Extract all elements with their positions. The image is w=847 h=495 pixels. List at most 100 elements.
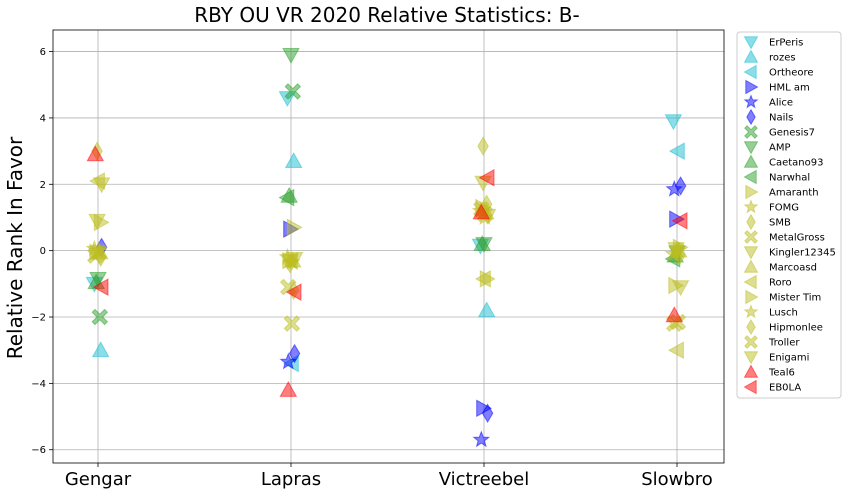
legend-marker [743,364,759,378]
data-point [284,83,302,100]
data-point [671,211,688,230]
legend-label: Narwhal [769,173,810,184]
legend-label: Marcoasd [769,263,817,274]
grid [53,30,724,463]
legend-marker [743,94,759,109]
legend-label: Nails [769,113,793,124]
data-point [278,188,295,207]
x-category-label: Slowbro [641,469,713,490]
legend-marker [743,169,757,185]
legend-label: Mister Tim [769,293,821,304]
legend-marker [743,304,759,319]
legend-marker [746,108,756,126]
y-axis-label: Relative Rank In Favor [3,136,27,359]
legend-label: Kingler12345 [769,248,836,259]
legend-marker [745,184,759,200]
legend-label: Genesis7 [769,128,815,139]
data-point [279,380,298,397]
data-point [91,341,110,358]
x-category-label: Lapras [261,469,321,490]
legend-label: Troller [768,338,800,349]
legend-label: rozes [769,53,796,64]
legend-marker [744,125,758,139]
data-point [91,308,109,326]
data-point [668,142,685,160]
legend-label: AMP [769,143,791,154]
x-category-label: Gengar [65,469,132,490]
y-tick-label: −4 [31,379,46,390]
data-point [664,114,683,131]
data-point [86,145,105,162]
chart-title: RBY OU VR 2020 Relative Statistics: B- [194,3,580,27]
legend-label: Roro [769,278,792,289]
legend-marker [744,335,758,349]
data-point [285,283,302,301]
data-point [284,152,303,168]
legend-label: HML am [769,83,810,94]
y-tick-label: 2 [40,180,46,191]
data-point [667,341,684,360]
data-point [481,403,494,423]
data-point [472,430,491,448]
data-point [477,136,489,156]
legend-label: MetalGross [769,233,825,244]
legend-label: Amaranth [769,188,819,199]
legend-marker [743,154,759,168]
legend-label: EB0LA [769,383,801,394]
axes: −6 −4 −2 0 2 4 6 Gengar Lapras Victreebel Slowbro [31,29,725,490]
legend-marker [743,274,757,290]
data-point [283,315,301,332]
data-point [281,253,299,270]
legend-label: FOMG [769,203,799,214]
x-category-label: Victreebel [439,469,530,490]
plot-frame [52,29,725,464]
data-point [88,172,105,190]
legend-label: Alice [769,98,793,109]
legend-marker [743,64,757,80]
y-tick-label: −6 [31,445,46,456]
legend-marker [745,289,759,305]
legend: ErPeris rozes Ortheore HML am Alice Nails Gene… [736,31,842,399]
legend-marker [744,230,758,244]
legend-label: Enigami [769,353,809,364]
y-tick-label: −2 [31,313,46,324]
data-point [90,243,108,261]
legend-marker [743,379,757,395]
legend-marker [745,79,759,95]
legend-label: SMB [769,218,791,229]
data-point [92,278,109,296]
legend-marker [746,318,756,336]
legend-label: ErPeris [769,38,803,49]
y-tick-label: 6 [40,47,46,58]
legend-marker [746,213,756,231]
legend-marker [743,49,759,63]
legend-label: Caetano93 [769,158,824,169]
legend-marker [743,351,759,365]
legend-label: Ortheore [769,68,814,79]
legend-marker [743,246,759,260]
data-point [665,306,684,323]
legend-label: Lusch [769,308,798,319]
data-point [282,48,300,64]
legend-marker [743,259,759,273]
y-tick-label: 4 [40,113,46,124]
data-point [674,176,687,196]
data-point [288,343,301,364]
data-point [477,301,496,318]
legend-marker [743,141,759,155]
data-point [88,213,106,230]
y-tick-label: 0 [40,246,46,257]
data-point [472,203,491,220]
legend-marker [743,36,759,50]
legend-marker [743,199,759,214]
data-point [473,234,492,251]
data-point [668,276,685,295]
data-point [286,218,303,237]
data-point [478,168,495,187]
legend-label: Hipmonlee [769,323,823,334]
legend-label: Teal6 [768,368,795,379]
legend-box [736,31,842,399]
data-point [667,242,685,259]
data-points [85,48,690,448]
